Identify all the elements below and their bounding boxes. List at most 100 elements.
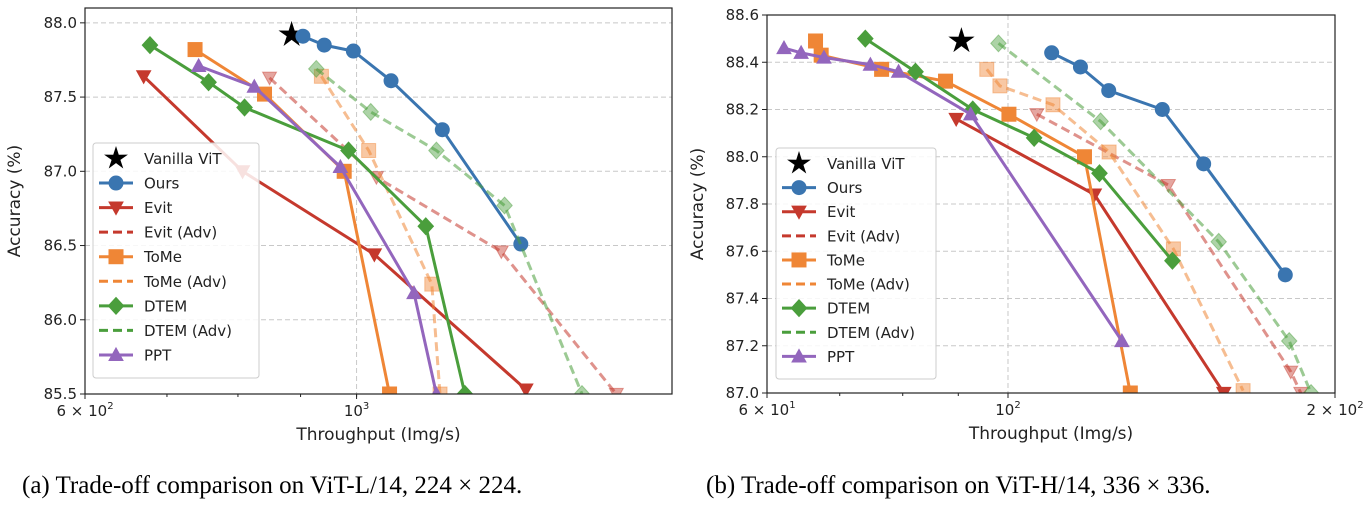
caption-b: (b) Trade-off comparison on ViT-H/14, 33… <box>706 472 1211 499</box>
legend-item: Vanilla ViT <box>104 146 222 169</box>
point-dtem-adv <box>573 384 591 394</box>
point-ours <box>1101 83 1117 99</box>
y-axis-title: Accuracy (%) <box>688 148 708 260</box>
point-tome-adv <box>1101 144 1117 160</box>
series-dtem <box>141 35 474 394</box>
legend-item: DTEM <box>99 296 187 315</box>
point-dtem-adv <box>307 59 325 79</box>
figure: 85.5 86.0 86.5 87.0 87.5 88.0 6 × 10 2 103 Throug… <box>5 6 1364 445</box>
legend-marker <box>108 346 124 362</box>
series-layer <box>776 27 1320 393</box>
series-line-evit-adv <box>268 76 618 394</box>
point-dtem-adv <box>1280 331 1298 351</box>
legend-label: Evit <box>144 199 173 217</box>
legend-marker <box>108 175 124 191</box>
series-ours <box>1044 45 1293 283</box>
legend-label: ToMe <box>826 251 865 269</box>
legend-box <box>775 147 937 380</box>
y-tick-label: 87.6 <box>726 242 759 260</box>
legend-label: Evit <box>827 203 856 221</box>
legend-label: DTEM <box>144 297 187 315</box>
legend-label: ToMe <box>143 248 182 266</box>
axes-frame <box>84 7 673 395</box>
point-tome <box>808 33 824 49</box>
series-line-dtem-adv <box>315 67 584 394</box>
y-tick-label: 85.5 <box>44 385 77 403</box>
legend-marker <box>791 252 807 268</box>
legend-item: DTEM (Adv) <box>782 324 915 342</box>
point-dtem-adv <box>1092 112 1110 131</box>
legend-marker <box>108 249 124 265</box>
point-ours <box>1277 267 1293 283</box>
point-ppt <box>890 63 907 78</box>
series-line-evit <box>142 75 527 391</box>
legend-item: DTEM <box>782 299 870 318</box>
point-tome-adv <box>992 78 1008 94</box>
legend-label: Evit (Adv) <box>144 224 217 242</box>
point-evit <box>1215 386 1232 393</box>
y-tick-label: 87.2 <box>726 337 759 355</box>
x-axis-title: Throughput (Img/s) <box>295 425 460 445</box>
point-ppt <box>406 285 422 300</box>
series-line-dtem <box>864 37 1174 262</box>
y-tick-label: 86.0 <box>44 311 77 329</box>
point-evit-adv <box>261 71 278 86</box>
y-tick-label: 88.4 <box>726 53 759 71</box>
x-tick-label: 102 <box>995 400 1020 419</box>
legend-item: DTEM (Adv) <box>99 322 232 340</box>
point-ours <box>383 73 399 89</box>
x-tick-base: 10 <box>344 402 363 420</box>
point-dtem-adv <box>362 102 380 122</box>
y-tick-label: 87.8 <box>726 195 759 213</box>
y-tick-label: 88.2 <box>726 101 759 119</box>
point-dtem <box>236 98 253 117</box>
y-tick-label: 86.5 <box>44 237 77 255</box>
legend-label: DTEM (Adv) <box>144 322 232 340</box>
point-tome-adv <box>1235 383 1251 393</box>
x-tick-base: 6 × 10 <box>56 402 107 420</box>
series-line-tome-adv <box>985 68 1245 392</box>
legend-item: Ours <box>99 175 179 193</box>
legend: Vanilla ViT Ours Evit Evit (Adv) ToMe ToMe (A… <box>92 142 260 379</box>
point-evit <box>518 383 534 394</box>
y-tick-label: 87.0 <box>726 384 759 402</box>
point-tome-adv <box>361 143 377 159</box>
point-dtem <box>1164 251 1181 270</box>
y-axis-title: Accuracy (%) <box>5 145 25 257</box>
point-ppt <box>816 49 832 64</box>
legend-marker <box>108 201 124 216</box>
point-dtem <box>417 217 435 236</box>
x-tick-exponent: 3 <box>363 401 369 412</box>
point-dtem-adv <box>990 34 1007 53</box>
y-tick-label: 87.5 <box>44 88 77 106</box>
point-ours <box>1044 45 1060 61</box>
x-tick-exponent: 2 <box>1014 400 1020 411</box>
point-evit <box>366 248 383 263</box>
legend-item: ToMe (Adv) <box>782 276 910 294</box>
point-ppt <box>776 40 792 55</box>
y-tick-label: 88.0 <box>44 14 77 32</box>
x-tick-exponent: 2 <box>1357 400 1363 411</box>
legend-marker <box>107 296 125 315</box>
legend-label: DTEM (Adv) <box>827 324 915 342</box>
legend-item: Evit (Adv) <box>99 224 217 242</box>
legend-label: DTEM <box>827 300 870 318</box>
legend-marker <box>790 299 808 318</box>
point-ours <box>1154 102 1170 117</box>
point-evit-adv <box>493 245 510 260</box>
series-layer <box>135 20 625 394</box>
legend-label: Ours <box>827 179 862 197</box>
point-evit-adv <box>1282 365 1299 380</box>
point-evit-adv <box>1028 108 1045 123</box>
point-tome <box>187 42 203 58</box>
series-vanilla-vit <box>948 27 975 53</box>
point-ours <box>1072 59 1088 75</box>
point-ppt <box>246 78 263 93</box>
series-line-evit-adv <box>1036 112 1303 393</box>
point-ppt <box>431 385 441 394</box>
point-dtem-adv <box>1210 232 1228 251</box>
y-tick-label: 88.6 <box>726 6 759 24</box>
point-tome-adv <box>979 61 995 77</box>
point-dtem <box>856 29 874 48</box>
point-dtem <box>1091 164 1108 183</box>
